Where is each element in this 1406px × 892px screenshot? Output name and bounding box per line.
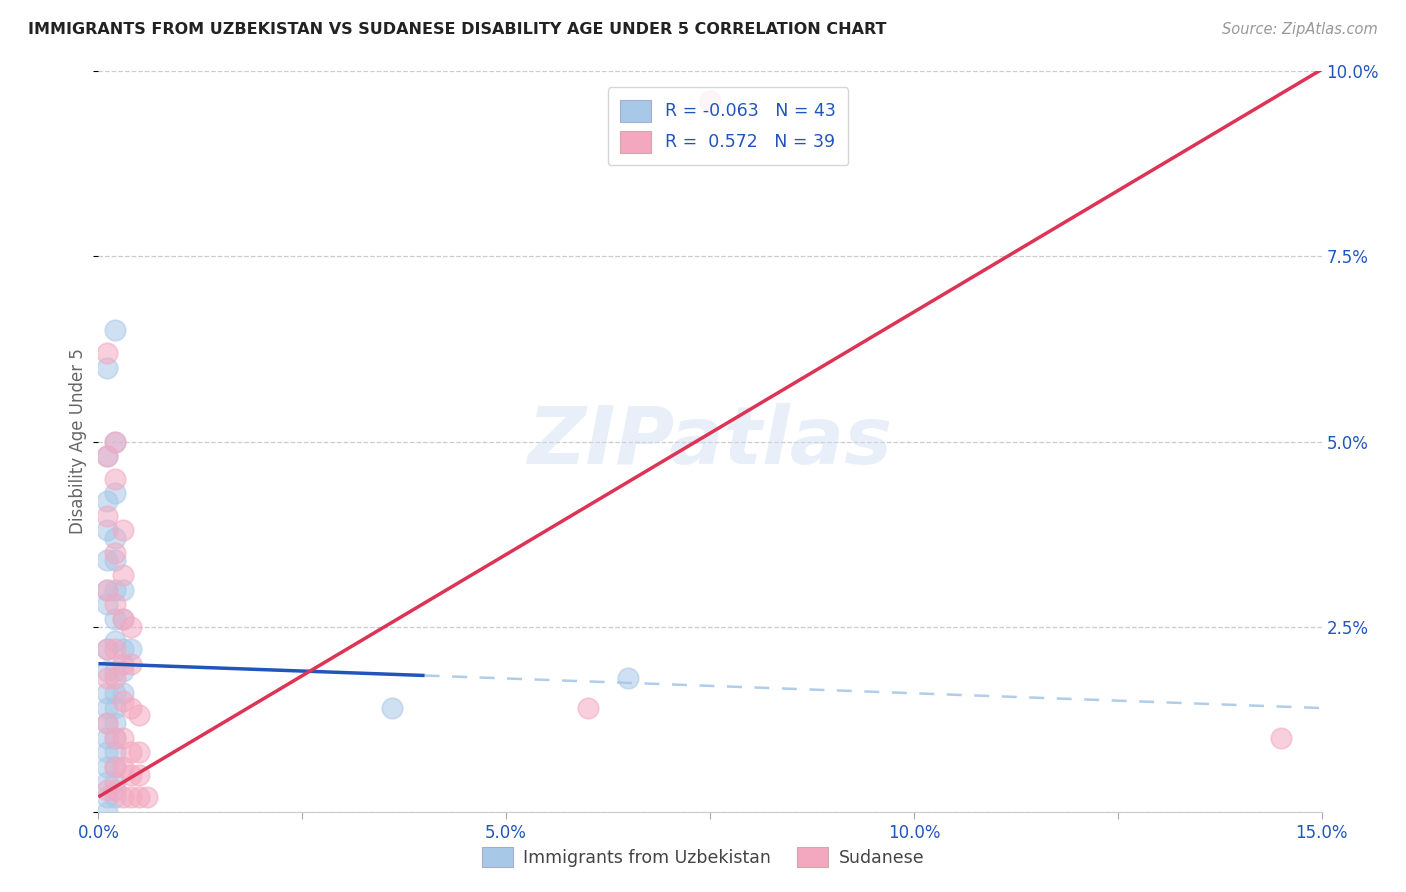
Point bbox=[104, 324, 127, 338]
Point bbox=[104, 553, 127, 567]
Point bbox=[1270, 731, 1292, 745]
Point bbox=[120, 657, 142, 671]
Point bbox=[96, 508, 118, 523]
Point bbox=[96, 582, 118, 597]
Point bbox=[104, 434, 127, 449]
Point bbox=[96, 664, 118, 678]
Point bbox=[128, 789, 150, 804]
Point bbox=[576, 701, 599, 715]
Point bbox=[104, 775, 127, 789]
Point bbox=[120, 789, 142, 804]
Point bbox=[120, 641, 142, 656]
Point bbox=[96, 789, 118, 804]
Point bbox=[104, 472, 127, 486]
Point bbox=[104, 664, 127, 678]
Point bbox=[136, 789, 159, 804]
Point bbox=[104, 598, 127, 612]
Text: Source: ZipAtlas.com: Source: ZipAtlas.com bbox=[1222, 22, 1378, 37]
Point bbox=[96, 524, 118, 538]
Point bbox=[104, 582, 127, 597]
Point bbox=[128, 708, 150, 723]
Point bbox=[96, 641, 118, 656]
Point bbox=[111, 657, 134, 671]
Point bbox=[111, 641, 134, 656]
Point bbox=[111, 694, 134, 708]
Point bbox=[104, 545, 127, 560]
Point bbox=[111, 524, 134, 538]
Legend: R = -0.063   N = 43, R =  0.572   N = 39: R = -0.063 N = 43, R = 0.572 N = 39 bbox=[607, 87, 848, 165]
Point bbox=[96, 760, 118, 774]
Point bbox=[120, 701, 142, 715]
Point bbox=[96, 493, 118, 508]
Point bbox=[96, 731, 118, 745]
Legend: Immigrants from Uzbekistan, Sudanese: Immigrants from Uzbekistan, Sudanese bbox=[475, 840, 931, 874]
Y-axis label: Disability Age Under 5: Disability Age Under 5 bbox=[69, 349, 87, 534]
Point bbox=[96, 805, 118, 819]
Point bbox=[111, 582, 134, 597]
Point bbox=[128, 767, 150, 781]
Point bbox=[120, 767, 142, 781]
Point bbox=[104, 531, 127, 545]
Point bbox=[104, 612, 127, 626]
Point bbox=[120, 746, 142, 760]
Point bbox=[96, 775, 118, 789]
Point bbox=[104, 731, 127, 745]
Point bbox=[104, 686, 127, 700]
Point bbox=[617, 672, 640, 686]
Point bbox=[104, 760, 127, 774]
Point bbox=[104, 434, 127, 449]
Point bbox=[111, 612, 134, 626]
Point bbox=[111, 612, 134, 626]
Point bbox=[96, 582, 118, 597]
Point bbox=[111, 760, 134, 774]
Point bbox=[96, 701, 118, 715]
Point bbox=[104, 715, 127, 730]
Point bbox=[104, 746, 127, 760]
Point bbox=[96, 345, 118, 359]
Point bbox=[96, 672, 118, 686]
Point bbox=[111, 686, 134, 700]
Point bbox=[104, 789, 127, 804]
Point bbox=[96, 782, 118, 797]
Point bbox=[96, 715, 118, 730]
Point bbox=[104, 486, 127, 500]
Point bbox=[96, 450, 118, 464]
Point bbox=[96, 746, 118, 760]
Point bbox=[111, 731, 134, 745]
Text: IMMIGRANTS FROM UZBEKISTAN VS SUDANESE DISABILITY AGE UNDER 5 CORRELATION CHART: IMMIGRANTS FROM UZBEKISTAN VS SUDANESE D… bbox=[28, 22, 887, 37]
Point bbox=[96, 553, 118, 567]
Point bbox=[104, 782, 127, 797]
Text: ZIPatlas: ZIPatlas bbox=[527, 402, 893, 481]
Point bbox=[104, 701, 127, 715]
Point bbox=[128, 746, 150, 760]
Point bbox=[381, 701, 404, 715]
Point bbox=[96, 715, 118, 730]
Point bbox=[120, 619, 142, 633]
Point bbox=[111, 789, 134, 804]
Point bbox=[104, 760, 127, 774]
Point bbox=[96, 598, 118, 612]
Point bbox=[111, 664, 134, 678]
Point bbox=[96, 360, 118, 375]
Point bbox=[96, 450, 118, 464]
Point bbox=[699, 94, 721, 108]
Point bbox=[104, 634, 127, 648]
Point bbox=[111, 567, 134, 582]
Point bbox=[96, 686, 118, 700]
Point bbox=[104, 731, 127, 745]
Point bbox=[96, 641, 118, 656]
Point bbox=[104, 641, 127, 656]
Point bbox=[104, 672, 127, 686]
